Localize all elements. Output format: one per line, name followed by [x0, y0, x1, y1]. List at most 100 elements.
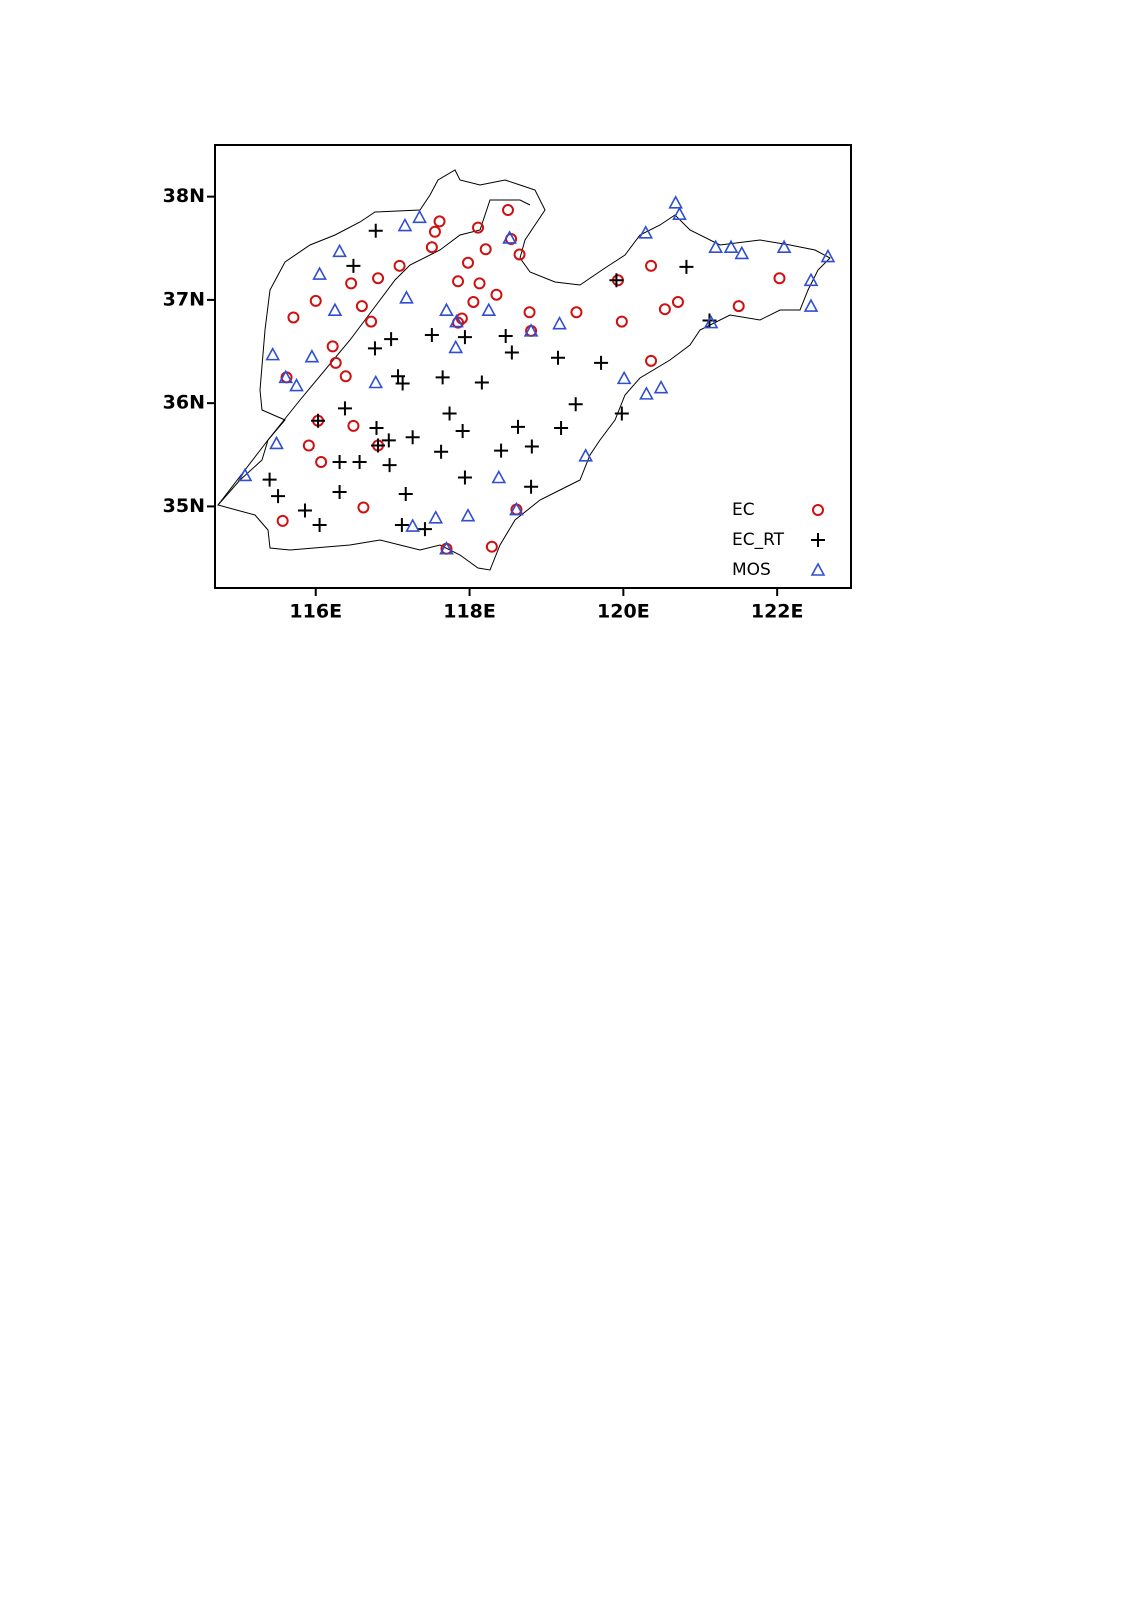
station-triangle: [552, 315, 567, 330]
station-triangle: [723, 239, 739, 254]
station-circle: [658, 303, 671, 316]
station-plus: [405, 430, 420, 445]
station-plus: [554, 420, 569, 435]
station-triangle: [481, 302, 497, 317]
station-plus: [312, 518, 327, 533]
station-plus: [332, 455, 347, 470]
station-circle: [462, 256, 475, 269]
station-circle: [287, 311, 300, 324]
station-circle: [570, 306, 583, 319]
station-plus: [679, 259, 694, 274]
station-plus: [381, 433, 396, 448]
station-plus: [524, 479, 539, 494]
station-plus: [384, 332, 399, 347]
station-triangle: [405, 518, 420, 532]
station-plus: [457, 470, 472, 485]
station-plus: [614, 406, 629, 421]
station-circle: [425, 241, 438, 254]
station-circle: [502, 204, 515, 217]
station-circle: [276, 514, 289, 527]
station-triangle: [304, 349, 320, 363]
station-triangle: [448, 339, 464, 354]
station-circle: [347, 419, 360, 432]
station-triangle: [397, 217, 413, 232]
x-tick-label: 116E: [289, 601, 342, 623]
station-triangle: [672, 206, 687, 220]
station-circle: [393, 259, 406, 272]
legend-label: EC: [732, 500, 755, 520]
station-circle: [645, 259, 658, 272]
station-plus: [271, 489, 286, 504]
station-triangle: [639, 386, 654, 400]
station-triangle: [653, 379, 669, 394]
station-plus: [435, 370, 450, 385]
station-circle: [773, 272, 786, 285]
station-circle: [355, 300, 368, 313]
station-triangle: [312, 266, 327, 280]
station-plus: [337, 401, 352, 416]
station-triangle: [502, 230, 517, 244]
station-triangle: [734, 245, 750, 260]
station-circle: [433, 215, 446, 228]
station-triangle: [327, 302, 343, 317]
station-circle: [645, 354, 658, 367]
station-plus: [434, 444, 449, 459]
station-circle: [357, 501, 370, 514]
station-circle: [513, 248, 526, 261]
station-triangle: [265, 346, 281, 361]
inner-boundary: [217, 199, 531, 506]
station-triangle: [412, 209, 427, 224]
station-triangle: [269, 435, 284, 450]
station-circle: [479, 243, 492, 256]
station-plus: [594, 355, 609, 370]
station-plus: [346, 258, 361, 273]
x-tick-label: 118E: [443, 601, 496, 623]
station-circle: [345, 277, 358, 290]
y-tick-label: 35N: [163, 495, 205, 517]
station-triangle: [237, 467, 253, 482]
station-triangle: [428, 510, 444, 524]
legend-label: EC_RT: [732, 530, 785, 550]
station-triangle: [803, 298, 819, 312]
station-triangle: [399, 290, 414, 304]
station-plus: [494, 443, 509, 458]
station-circle: [315, 456, 328, 469]
station-circle: [485, 540, 498, 553]
station-plus: [297, 503, 312, 518]
station-triangle: [439, 541, 454, 555]
station-plus: [367, 341, 382, 356]
station-plus: [524, 439, 539, 454]
station-triangle: [491, 469, 507, 484]
y-tick-label: 38N: [163, 185, 205, 207]
x-tick-label: 120E: [597, 601, 650, 623]
station-triangle: [449, 313, 464, 328]
station-plus: [609, 273, 624, 288]
station-circle: [372, 272, 385, 285]
station-plus: [568, 397, 583, 412]
station-plus: [371, 438, 386, 453]
station-triangle: [638, 225, 654, 239]
station-triangle: [708, 239, 723, 254]
station-triangle: [578, 448, 594, 462]
station-plus: [442, 406, 457, 421]
legend-marker: [810, 562, 826, 576]
station-plus: [474, 375, 489, 390]
y-tick-label: 36N: [163, 392, 205, 414]
station-circle: [339, 370, 352, 383]
station-plus: [382, 458, 397, 473]
station-plus: [395, 376, 410, 391]
station-triangle: [703, 314, 719, 329]
station-plus: [498, 329, 513, 344]
plot-frame: [214, 144, 852, 589]
legend-marker: [812, 504, 824, 516]
station-plus: [424, 328, 439, 343]
station-circle: [326, 340, 339, 353]
station-triangle: [776, 239, 792, 254]
station-plus: [417, 522, 432, 537]
station-plus: [394, 518, 409, 533]
station-circle: [615, 315, 628, 328]
station-circle: [467, 295, 480, 308]
x-tick-label: 122E: [751, 601, 804, 623]
